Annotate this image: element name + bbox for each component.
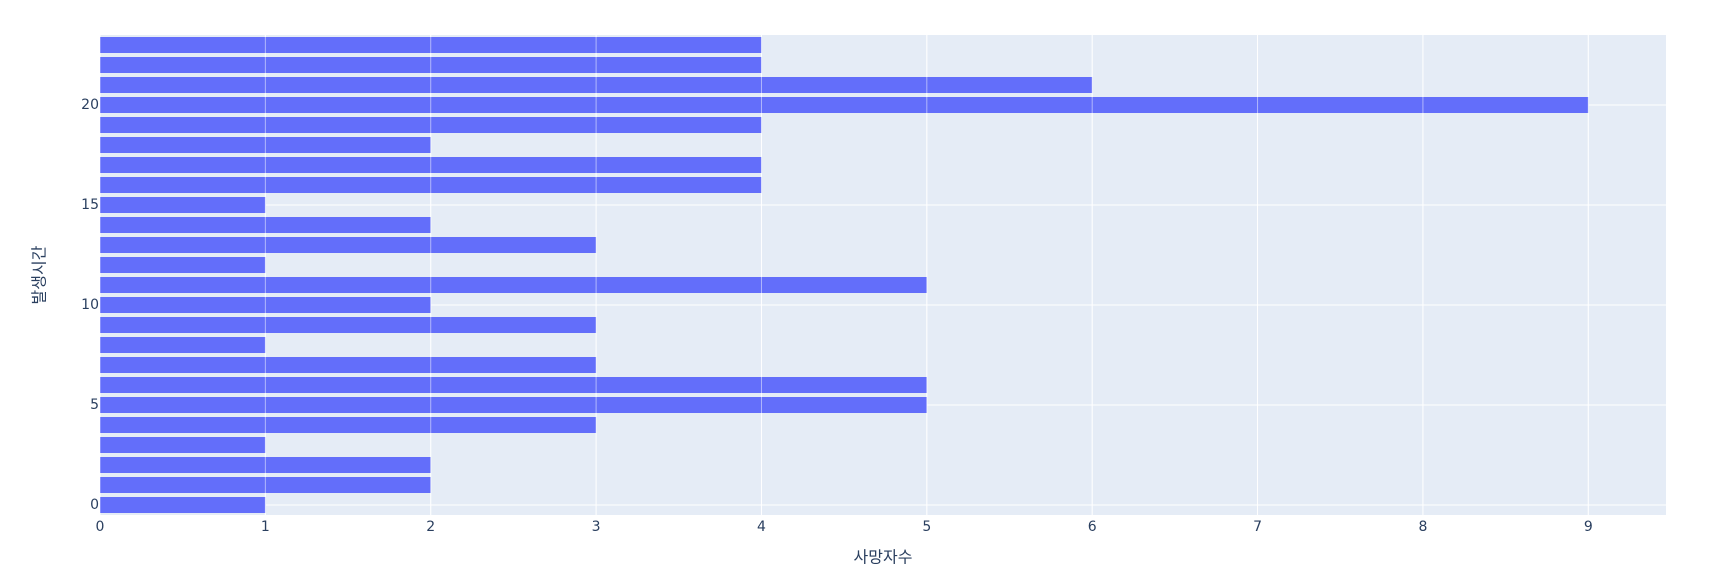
bar [100, 437, 266, 453]
x-tick-label: 8 [1418, 519, 1427, 535]
y-tick-label: 15 [81, 197, 99, 213]
x-tick-label: 4 [757, 519, 766, 535]
y-tick-label: 5 [90, 397, 99, 413]
bar [100, 337, 266, 353]
x-tick-label: 1 [261, 519, 270, 535]
y-axis-title: 발생시간 [30, 245, 49, 304]
y-tick-label: 10 [81, 297, 99, 313]
x-axis-title: 사망자수 [854, 548, 913, 567]
plot-background [100, 35, 1666, 515]
x-tick-label: 2 [426, 519, 435, 535]
bar [100, 257, 266, 273]
bar [100, 237, 597, 253]
x-tick-label: 5 [922, 519, 931, 535]
bar [100, 277, 927, 293]
bar [100, 97, 1589, 113]
x-tick-label: 3 [592, 519, 601, 535]
bar [100, 317, 597, 333]
y-tick-label: 0 [90, 497, 99, 513]
bar [100, 417, 597, 433]
bar [100, 397, 927, 413]
x-tick-label: 6 [1088, 519, 1097, 535]
x-tick-label: 0 [96, 519, 105, 535]
bar [100, 497, 266, 513]
bar [100, 357, 597, 373]
bar [100, 197, 266, 213]
x-tick-label: 9 [1584, 519, 1593, 535]
bar [100, 377, 927, 393]
x-tick-label: 7 [1253, 519, 1262, 535]
y-tick-label: 20 [81, 97, 99, 113]
